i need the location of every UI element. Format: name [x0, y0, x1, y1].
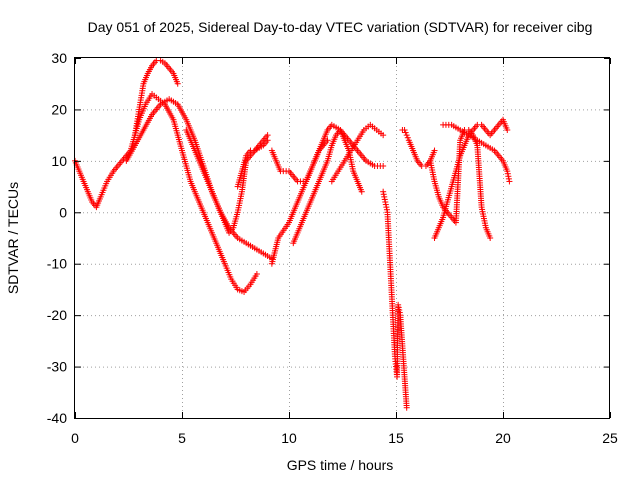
- x-tick-label: 5: [178, 430, 186, 446]
- y-tick-label: -40: [47, 410, 67, 426]
- y-axis-label: SDTVAR / TECUs: [5, 182, 21, 294]
- series-sat-f: [268, 121, 387, 185]
- series-sat-e: [234, 132, 271, 190]
- series-sat-m: [427, 127, 494, 241]
- data-point: [404, 134, 411, 141]
- data-point: [395, 301, 402, 308]
- x-tick-label: 0: [71, 430, 79, 446]
- data-point: [383, 206, 390, 213]
- data-point: [504, 127, 511, 133]
- series-sat-j: [380, 188, 410, 411]
- data-point: [505, 175, 512, 182]
- data-point: [382, 201, 389, 208]
- data-point: [487, 235, 494, 241]
- data-point: [396, 309, 403, 316]
- series-sat-b: [131, 57, 181, 139]
- series-sat-n: [440, 121, 513, 185]
- data-point: [505, 173, 512, 180]
- data-point: [380, 132, 387, 139]
- data-point: [403, 132, 410, 139]
- data-point: [324, 137, 331, 144]
- data-point: [380, 163, 387, 169]
- data-point: [401, 127, 408, 133]
- x-axis-label: GPS time / hours: [287, 457, 394, 473]
- data-point: [380, 188, 387, 195]
- y-tick-label: 20: [51, 101, 67, 117]
- x-tick-label: 10: [281, 430, 297, 446]
- data-point: [383, 204, 390, 211]
- axis-ticks: 0 5 10 15 20 25 -40 -30 -20 -10 0 10 20 30: [47, 50, 618, 446]
- x-tick-label: 25: [602, 430, 618, 446]
- data-point: [402, 129, 409, 136]
- data-point: [431, 147, 438, 154]
- series-sat-k: [399, 127, 438, 169]
- y-tick-label: -30: [47, 359, 67, 375]
- y-tick-label: 30: [51, 50, 67, 66]
- data-point: [504, 168, 511, 175]
- series-sat-c: [123, 96, 275, 262]
- data-points: [72, 57, 513, 411]
- data-point: [381, 193, 388, 200]
- data-point: [506, 178, 513, 185]
- data-point: [395, 304, 402, 311]
- data-point: [403, 404, 410, 411]
- series-sat-i: [328, 121, 387, 185]
- chart-title: Day 051 of 2025, Sidereal Day-to-day VTE…: [88, 19, 593, 35]
- y-tick-label: 0: [59, 204, 67, 220]
- data-point: [264, 132, 271, 139]
- y-tick-label: -10: [47, 256, 67, 272]
- x-tick-label: 20: [495, 430, 511, 446]
- data-point: [396, 307, 403, 313]
- y-tick-label: -20: [47, 307, 67, 323]
- data-point: [504, 170, 511, 177]
- plot-frame: [74, 57, 610, 419]
- data-point: [380, 191, 387, 198]
- series-sat-h: [290, 127, 365, 247]
- data-point: [358, 188, 365, 195]
- data-point: [382, 199, 389, 205]
- x-tick-label: 15: [388, 430, 404, 446]
- data-point: [174, 80, 181, 87]
- y-tick-label: 10: [51, 153, 67, 169]
- data-point: [381, 196, 388, 203]
- series-sat-g: [268, 137, 331, 267]
- data-point: [253, 271, 260, 277]
